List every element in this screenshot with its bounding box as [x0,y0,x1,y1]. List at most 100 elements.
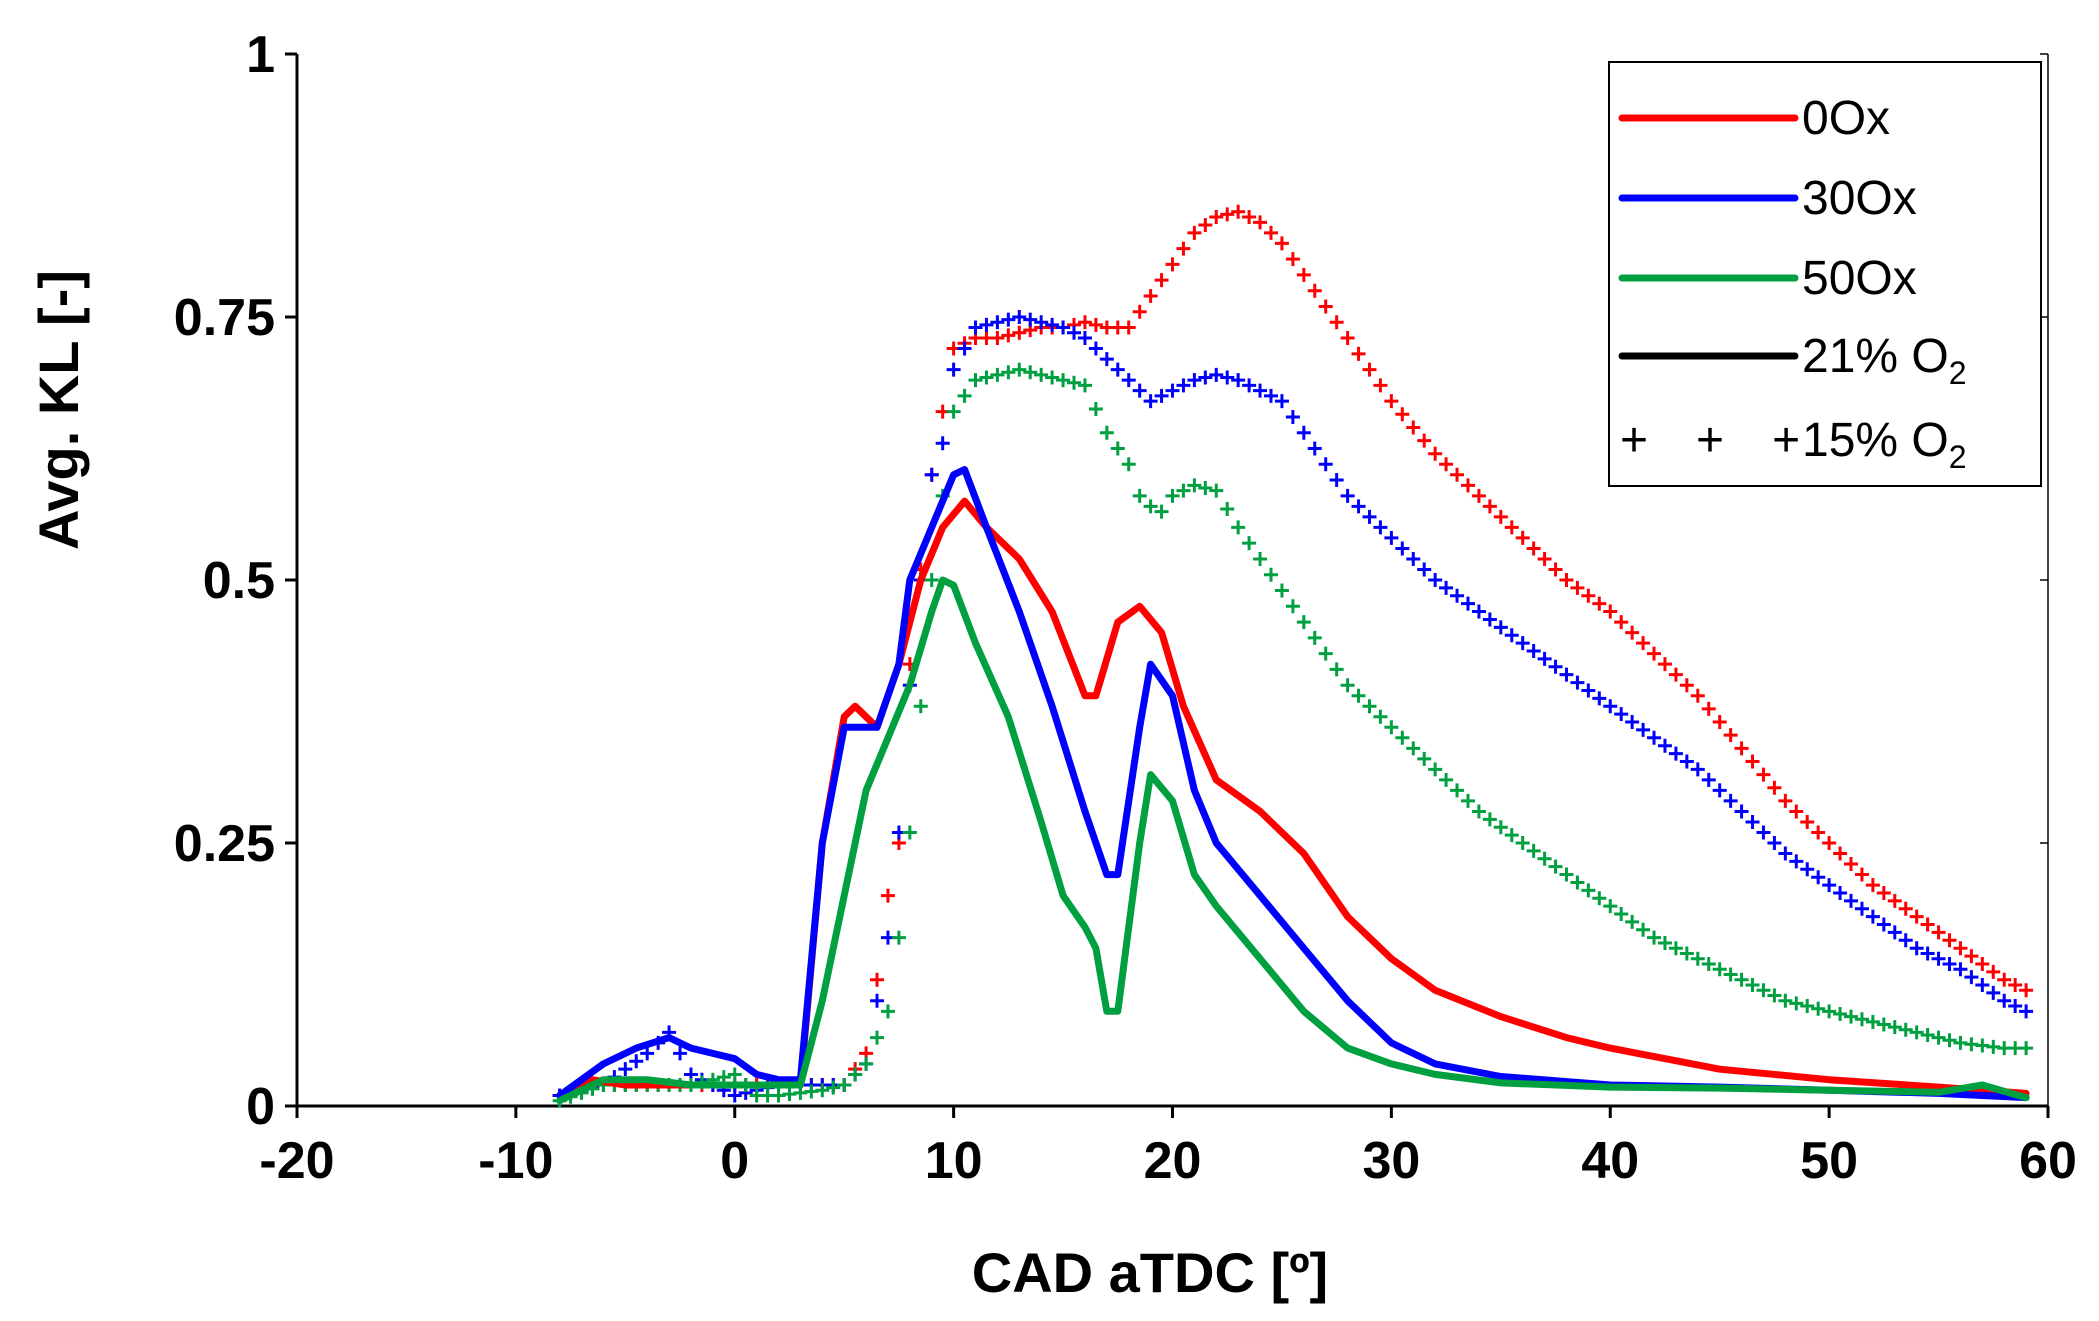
plus-marker [1351,346,1366,361]
plus-marker [1121,320,1136,335]
plus-marker [870,993,885,1008]
plus-marker [1581,883,1596,898]
plus-marker [1745,814,1760,829]
plus-marker [1909,1025,1924,1040]
plus-marker [1526,644,1541,659]
plus-marker [1504,520,1519,535]
plus-marker [1450,467,1465,482]
plus-marker [1898,1022,1913,1037]
plus-marker [1329,473,1344,488]
plus-marker [935,436,950,451]
plus-marker [1012,362,1027,377]
plus-marker [1154,388,1169,403]
plus-marker [1504,628,1519,643]
plus-marker [1253,551,1268,566]
plus-marker [1209,483,1224,498]
plus-marker [1274,583,1289,598]
plus-marker [1898,901,1913,916]
plus-marker [1570,875,1585,890]
plus-marker [1056,373,1071,388]
plus-marker [1657,935,1672,950]
plus-marker [1274,236,1289,251]
plus-marker [1526,541,1541,556]
plus-marker [1307,283,1322,298]
plus-marker [990,367,1005,382]
plus-marker [1515,530,1530,545]
plus-marker [1942,1033,1957,1048]
plus-marker [727,1067,742,1082]
plus-marker [1482,499,1497,514]
plus-marker [1657,738,1672,753]
plus-marker [1800,814,1815,829]
plus-marker [1362,509,1377,524]
plus-marker [1570,675,1585,690]
plus-marker [1723,793,1738,808]
plus-marker [1854,867,1869,882]
plus-marker [1647,730,1662,745]
plus-marker [1679,754,1694,769]
plus-marker [1176,241,1191,256]
plus-marker [1340,331,1355,346]
y-tick-label: 1 [246,26,275,84]
plus-marker [1964,949,1979,964]
plus-marker [1515,836,1530,850]
plus-marker [2019,983,2034,998]
plus-marker [859,1056,874,1071]
plus-marker [1723,967,1738,982]
x-tick-label: -20 [259,1132,334,1190]
plus-marker [1887,893,1902,908]
plus-marker [1811,870,1826,885]
plus-marker [2019,1041,2034,1056]
plus-marker [1789,804,1804,819]
plus-marker [880,1004,895,1019]
plus-marker [1537,551,1552,566]
plus-marker [1231,520,1246,535]
plus-marker [1439,580,1454,595]
plus-marker [1690,951,1705,966]
plus-marker [1811,825,1826,840]
y-ticks: 0 0.25 0.5 0.75 1 [174,26,2048,1136]
plus-marker [1953,941,1968,956]
plus-marker [1285,599,1300,614]
plus-marker [870,972,885,987]
plus-marker [1417,751,1432,766]
plus-marker [1318,646,1333,661]
legend-marker-text: + + + [1620,414,1800,467]
plus-marker [1931,1030,1946,1045]
plus-marker [1045,317,1060,332]
legend-label: 30Ox [1802,172,1917,225]
plus-marker [968,320,983,335]
plus-marker [1778,846,1793,861]
plus-marker [1592,596,1607,611]
y-tick-label: 0.75 [174,289,275,347]
plus-marker [1614,907,1629,922]
plus-marker [1263,388,1278,403]
plus-marker [1351,499,1366,514]
plus-marker [1548,562,1563,577]
plus-marker [1012,325,1027,340]
plus-marker [1099,425,1114,440]
plus-marker [1942,933,1957,948]
plus-marker [1132,488,1147,503]
plus-marker [1198,370,1213,385]
plus-marker [1471,804,1486,819]
plus-marker [1471,488,1486,503]
plus-marker [1340,488,1355,503]
plus-marker [1559,867,1574,882]
plus-marker [1844,857,1859,872]
plus-marker [1154,504,1169,519]
x-axis-title: CAD aTDC [º] [972,1241,1328,1304]
plus-marker [1056,320,1071,335]
plus-marker [1176,483,1191,498]
plus-marker [1165,383,1180,398]
plus-marker [1909,941,1924,956]
plus-marker [1077,315,1092,330]
plus-marker [1373,520,1388,535]
plus-marker [1045,370,1060,385]
plus-marker [1143,288,1158,303]
plus-marker [1395,541,1410,556]
plus-marker [924,467,939,482]
plus-marker [1887,1020,1902,1035]
plus-marker [1307,630,1322,645]
